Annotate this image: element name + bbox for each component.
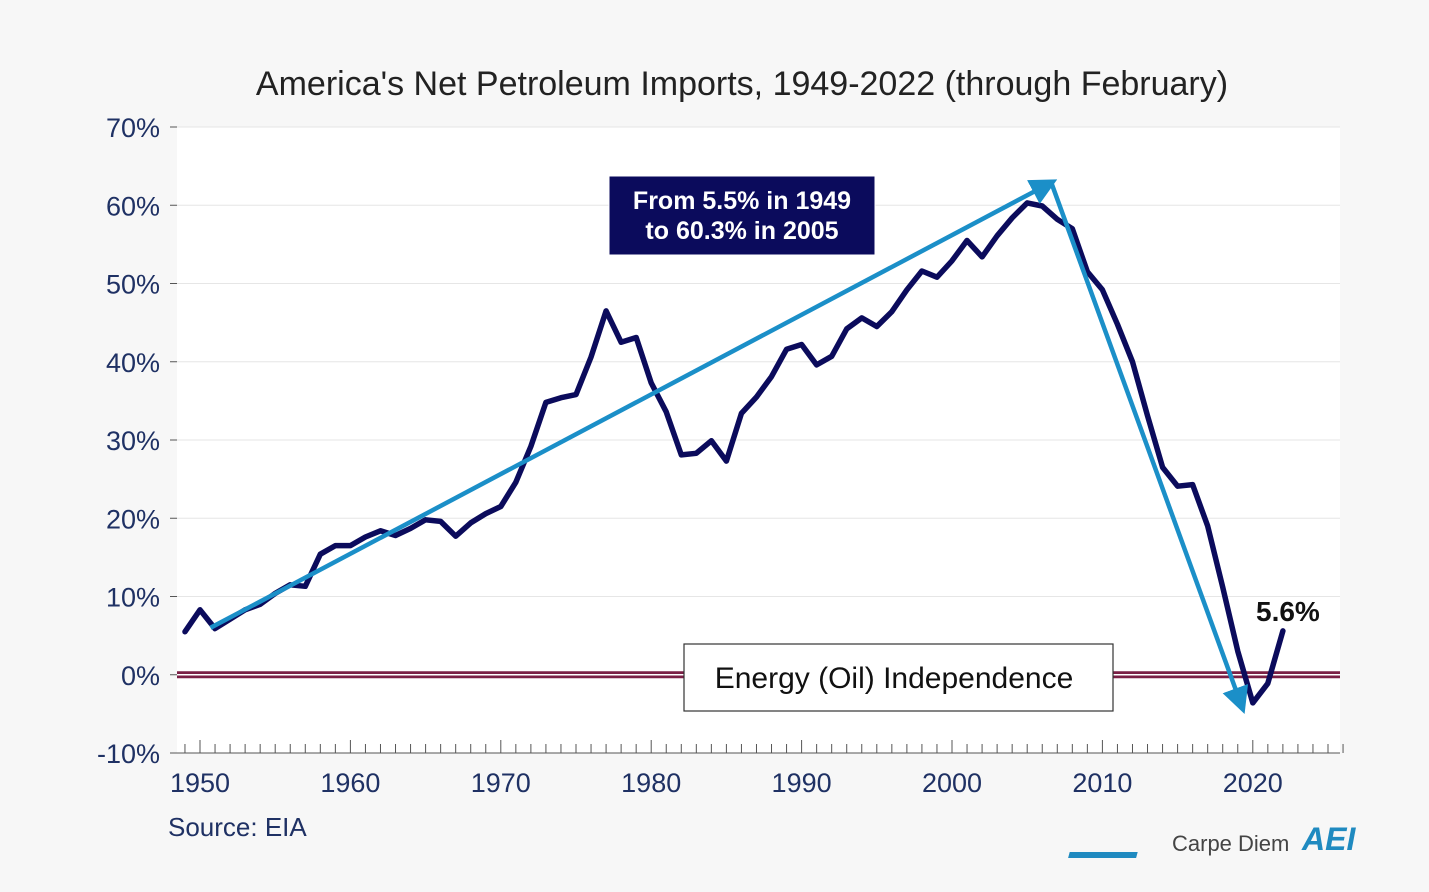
y-tick-label: 30%	[106, 426, 160, 456]
y-tick-label: 0%	[121, 661, 160, 691]
independence-box: Energy (Oil) Independence	[683, 643, 1114, 712]
x-tick-label: 1980	[621, 768, 681, 798]
trend-arrows	[209, 179, 1249, 714]
x-tick-label: 2020	[1223, 768, 1283, 798]
y-tick-label: 10%	[106, 583, 160, 613]
y-tick-label: 20%	[106, 504, 160, 534]
y-tick-label: 50%	[106, 270, 160, 300]
x-tick-label: 1950	[170, 768, 230, 798]
y-tick-label: 60%	[106, 191, 160, 221]
x-tick-label: 1960	[320, 768, 380, 798]
aei-logo: AEI	[1301, 821, 1356, 857]
brand-label: Carpe Diem	[1172, 831, 1289, 856]
x-tick-label: 2000	[922, 768, 982, 798]
callout-line-2: to 60.3% in 2005	[645, 217, 838, 245]
x-tick-label: 1990	[772, 768, 832, 798]
x-tick-label: 1970	[471, 768, 531, 798]
last-value-label: 5.6%	[1256, 596, 1320, 627]
trend-arrow	[209, 179, 1058, 630]
chart-title: America's Net Petroleum Imports, 1949-20…	[256, 65, 1228, 103]
trend-arrow	[1049, 181, 1249, 714]
x-axis: 1950 1960 1970 1980 1990 2000 2010 2020	[170, 740, 1344, 798]
y-tick-label: 70%	[106, 113, 160, 143]
y-axis: -10% 0% 10% 20% 30% 40% 50% 60% 70%	[97, 113, 177, 769]
series-line	[182, 200, 1286, 706]
y-tick-label: -10%	[97, 739, 160, 769]
independence-label: Energy (Oil) Independence	[715, 662, 1074, 695]
callout-line-1: From 5.5% in 1949	[633, 187, 851, 215]
brand-logo: Carpe Diem AEI	[1068, 821, 1356, 858]
x-tick-label: 2010	[1072, 768, 1132, 798]
logo-underline	[1068, 852, 1138, 858]
y-tick-label: 40%	[106, 348, 160, 378]
callout-box: From 5.5% in 1949 to 60.3% in 2005	[608, 175, 876, 256]
source-note: Source: EIA	[168, 812, 307, 842]
